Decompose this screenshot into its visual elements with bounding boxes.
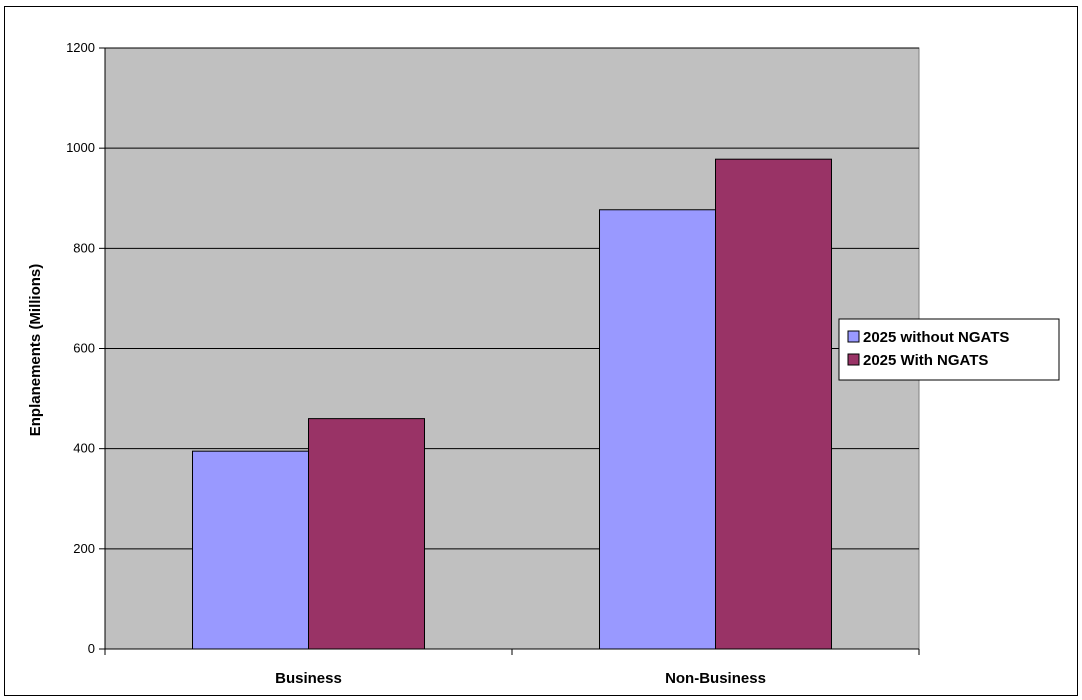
bar-without-ngats-business (192, 450, 310, 650)
legend-box (838, 318, 1060, 381)
legend-label: 2025 without NGATS (863, 329, 1009, 346)
legend-label: 2025 With NGATS (863, 352, 988, 369)
y-tick-label: 0 (88, 641, 95, 656)
y-tick-label: 800 (73, 240, 95, 255)
y-tick-label: 1200 (66, 40, 95, 55)
bar-without-ngats-non-business (599, 209, 717, 650)
x-category-label: Non-Business (665, 670, 766, 687)
y-tick-label: 400 (73, 441, 95, 456)
bars (192, 158, 832, 650)
axes (99, 47, 920, 655)
bar-with-ngats-non-business (715, 158, 832, 650)
legend: 2025 without NGATS 2025 With NGATS (838, 318, 1060, 381)
legend-swatch (847, 330, 860, 343)
bar-with-ngats-business (308, 418, 425, 650)
category-labels: Business Non-Business (275, 670, 766, 687)
legend-swatch (847, 353, 860, 366)
y-tick-label: 600 (73, 341, 95, 356)
y-tick-labels: 0 200 400 600 800 1000 1200 (66, 40, 95, 656)
y-tick-label: 1000 (66, 140, 95, 155)
x-category-label: Business (275, 670, 342, 687)
y-axis-title: Enplanements (Millions) (27, 264, 44, 437)
y-tick-label: 200 (73, 541, 95, 556)
